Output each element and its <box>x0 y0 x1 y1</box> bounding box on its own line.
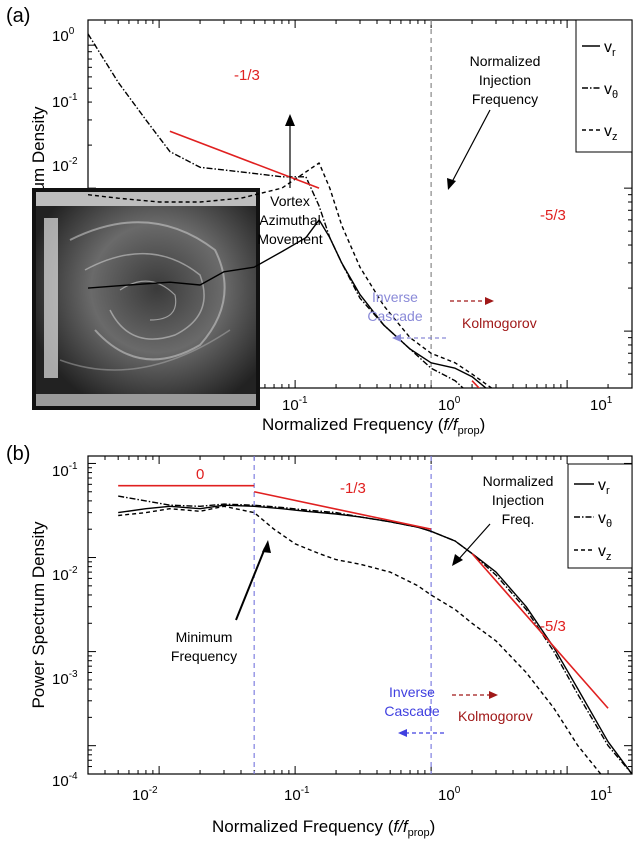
legend-entry: vz <box>598 543 612 563</box>
svg-text:Freq.: Freq. <box>502 511 535 527</box>
inverse-cascade-annotation: Inverse Cascade <box>367 289 446 342</box>
panel-b-legend: vr vθ vz <box>567 463 633 569</box>
panel-a-xtick-label: 100 <box>438 395 461 414</box>
panel-a-slope-label: -1/3 <box>234 67 260 84</box>
svg-text:Vortex: Vortex <box>270 193 310 209</box>
legend-entry: vθ <box>604 81 618 101</box>
inset-photo <box>32 188 260 410</box>
kolmogorov-annotation: Kolmogorov <box>450 297 537 331</box>
panel-a-series <box>88 33 493 388</box>
legend-entry: vθ <box>598 510 612 530</box>
slope-guide-line <box>254 490 432 530</box>
legend-entry: vr <box>598 477 610 497</box>
svg-text:Frequency: Frequency <box>472 91 538 107</box>
svg-text:Kolmogorov: Kolmogorov <box>462 315 537 331</box>
vortex-annotation: Vortex Azimuthal Movement <box>257 114 323 247</box>
svg-text:Frequency: Frequency <box>171 648 237 664</box>
panel-b-slope-label: -5/3 <box>540 618 566 635</box>
series-line-solid <box>118 504 632 774</box>
panel-a-ytick-label: 100 <box>52 26 75 45</box>
slope-guide-line <box>169 130 320 189</box>
panel-b-xtick-label: 101 <box>590 785 613 804</box>
panel-a-guides <box>169 130 481 388</box>
panel-a-xtick-label: 101 <box>590 395 613 414</box>
minimum-frequency-annotation: Minimum Frequency <box>171 540 271 664</box>
svg-text:Injection: Injection <box>479 72 531 88</box>
panel-b-ylabel: Power Spectrum Density <box>29 521 48 709</box>
series-line-dashdot <box>88 33 465 388</box>
panel-b-guides <box>118 484 609 709</box>
svg-text:Injection: Injection <box>492 492 544 508</box>
panel-a-ytick-label: 10-2 <box>52 156 78 175</box>
panel-b-ytick-label: 10-1 <box>52 461 78 480</box>
panel-b-xtick-label: 10-1 <box>284 785 310 804</box>
panel-a-ytick-label: 10-1 <box>52 92 78 111</box>
series-line-dashdot <box>118 495 632 774</box>
svg-text:Cascade: Cascade <box>384 703 439 719</box>
panel-b-ytick-label: 10-3 <box>52 669 78 688</box>
svg-text:Cascade: Cascade <box>367 308 422 324</box>
panel-a-slope-label: -5/3 <box>540 207 566 224</box>
panel-b-xlabel: Normalized Frequency (f/fprop) <box>212 817 435 839</box>
panel-a-xlabel: Normalized Frequency (f/fprop) <box>262 415 485 437</box>
panel-b-series <box>118 495 632 774</box>
svg-text:Azimuthal: Azimuthal <box>259 212 320 228</box>
svg-text:Minimum: Minimum <box>176 629 233 645</box>
slope-guide-line <box>471 553 609 709</box>
svg-text:Inverse: Inverse <box>389 684 435 700</box>
series-line-solid <box>88 219 487 388</box>
panel-b-xtick-label: 10-2 <box>132 785 158 804</box>
svg-text:Kolmogorov: Kolmogorov <box>458 708 533 724</box>
series-line-dashed <box>118 505 602 774</box>
panel-a-label: (a) <box>6 5 30 27</box>
panel-b-vertical-lines <box>253 456 432 774</box>
panel-b-frame <box>87 455 633 775</box>
svg-text:Normalized: Normalized <box>483 473 554 489</box>
panel-a-legend: vr vθ vz <box>575 19 633 153</box>
panel-b-slope-label: 0 <box>196 466 204 483</box>
panel-b-ytick-label: 10-2 <box>52 565 78 584</box>
panel-b-xtick-label: 100 <box>438 785 461 804</box>
panel-b-ytick-label: 10-4 <box>52 771 78 790</box>
svg-text:Inverse: Inverse <box>372 289 418 305</box>
panel-a: (a) 100 10-1 10-2 10-1 100 101 Normalize… <box>6 5 633 437</box>
series-line-dashed <box>88 162 493 388</box>
panel-b-slope-label: -1/3 <box>340 480 366 497</box>
panel-b-ticks <box>87 456 633 775</box>
injection-annotation: Normalized Injection Freq. <box>452 473 553 566</box>
inverse-cascade-annotation: Inverse Cascade <box>384 684 444 737</box>
svg-text:Normalized: Normalized <box>470 53 541 69</box>
legend-entry: vz <box>604 123 618 143</box>
panel-b: (b) 10-1 10-2 10-3 10-4 10-2 10-1 100 10… <box>6 443 633 839</box>
panel-b-label: (b) <box>6 443 30 465</box>
legend-entry: vr <box>604 39 616 59</box>
panel-a-xtick-label: 10-1 <box>282 395 308 414</box>
svg-text:Movement: Movement <box>257 231 322 247</box>
injection-annotation: Normalized Injection Frequency <box>447 53 540 190</box>
kolmogorov-annotation: Kolmogorov <box>452 691 533 724</box>
